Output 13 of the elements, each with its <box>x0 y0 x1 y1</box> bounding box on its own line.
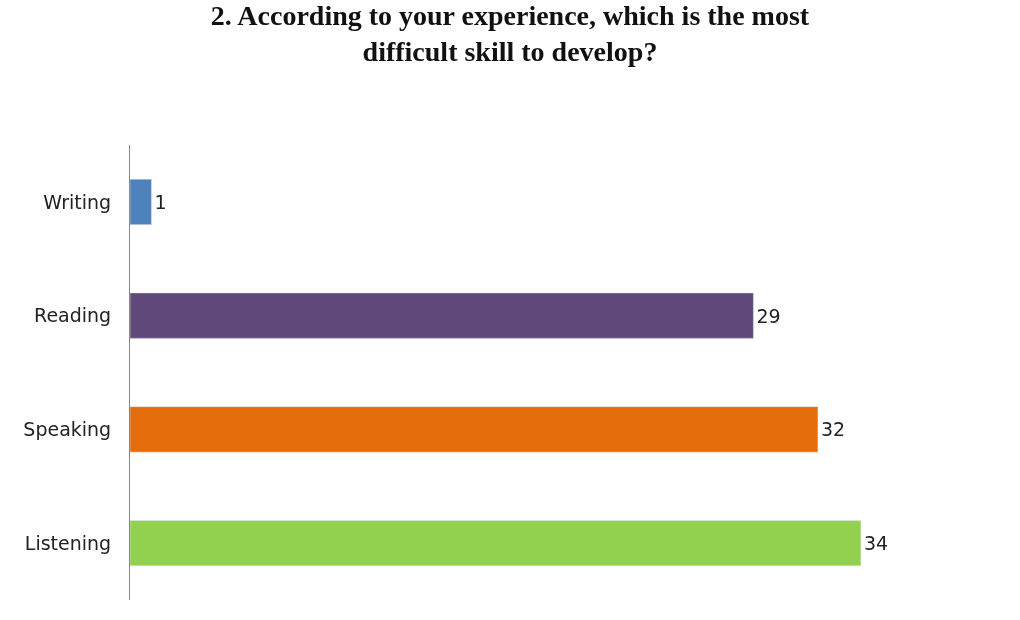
y-tick-label: Listening <box>24 531 112 554</box>
chart-title: 2. According to your experience, which is the most difficult skill to develop? <box>210 0 810 68</box>
data-label: 1 <box>154 190 167 213</box>
y-tick-label: Speaking <box>23 418 112 441</box>
bar <box>130 292 754 339</box>
bar <box>130 520 862 567</box>
data-label: 29 <box>756 304 781 327</box>
data-label: 34 <box>863 532 889 555</box>
y-tick-label: Writing <box>43 190 112 213</box>
bar <box>130 406 819 453</box>
y-tick-label: Reading <box>34 304 112 327</box>
bar <box>130 178 152 225</box>
data-label: 32 <box>820 418 846 441</box>
